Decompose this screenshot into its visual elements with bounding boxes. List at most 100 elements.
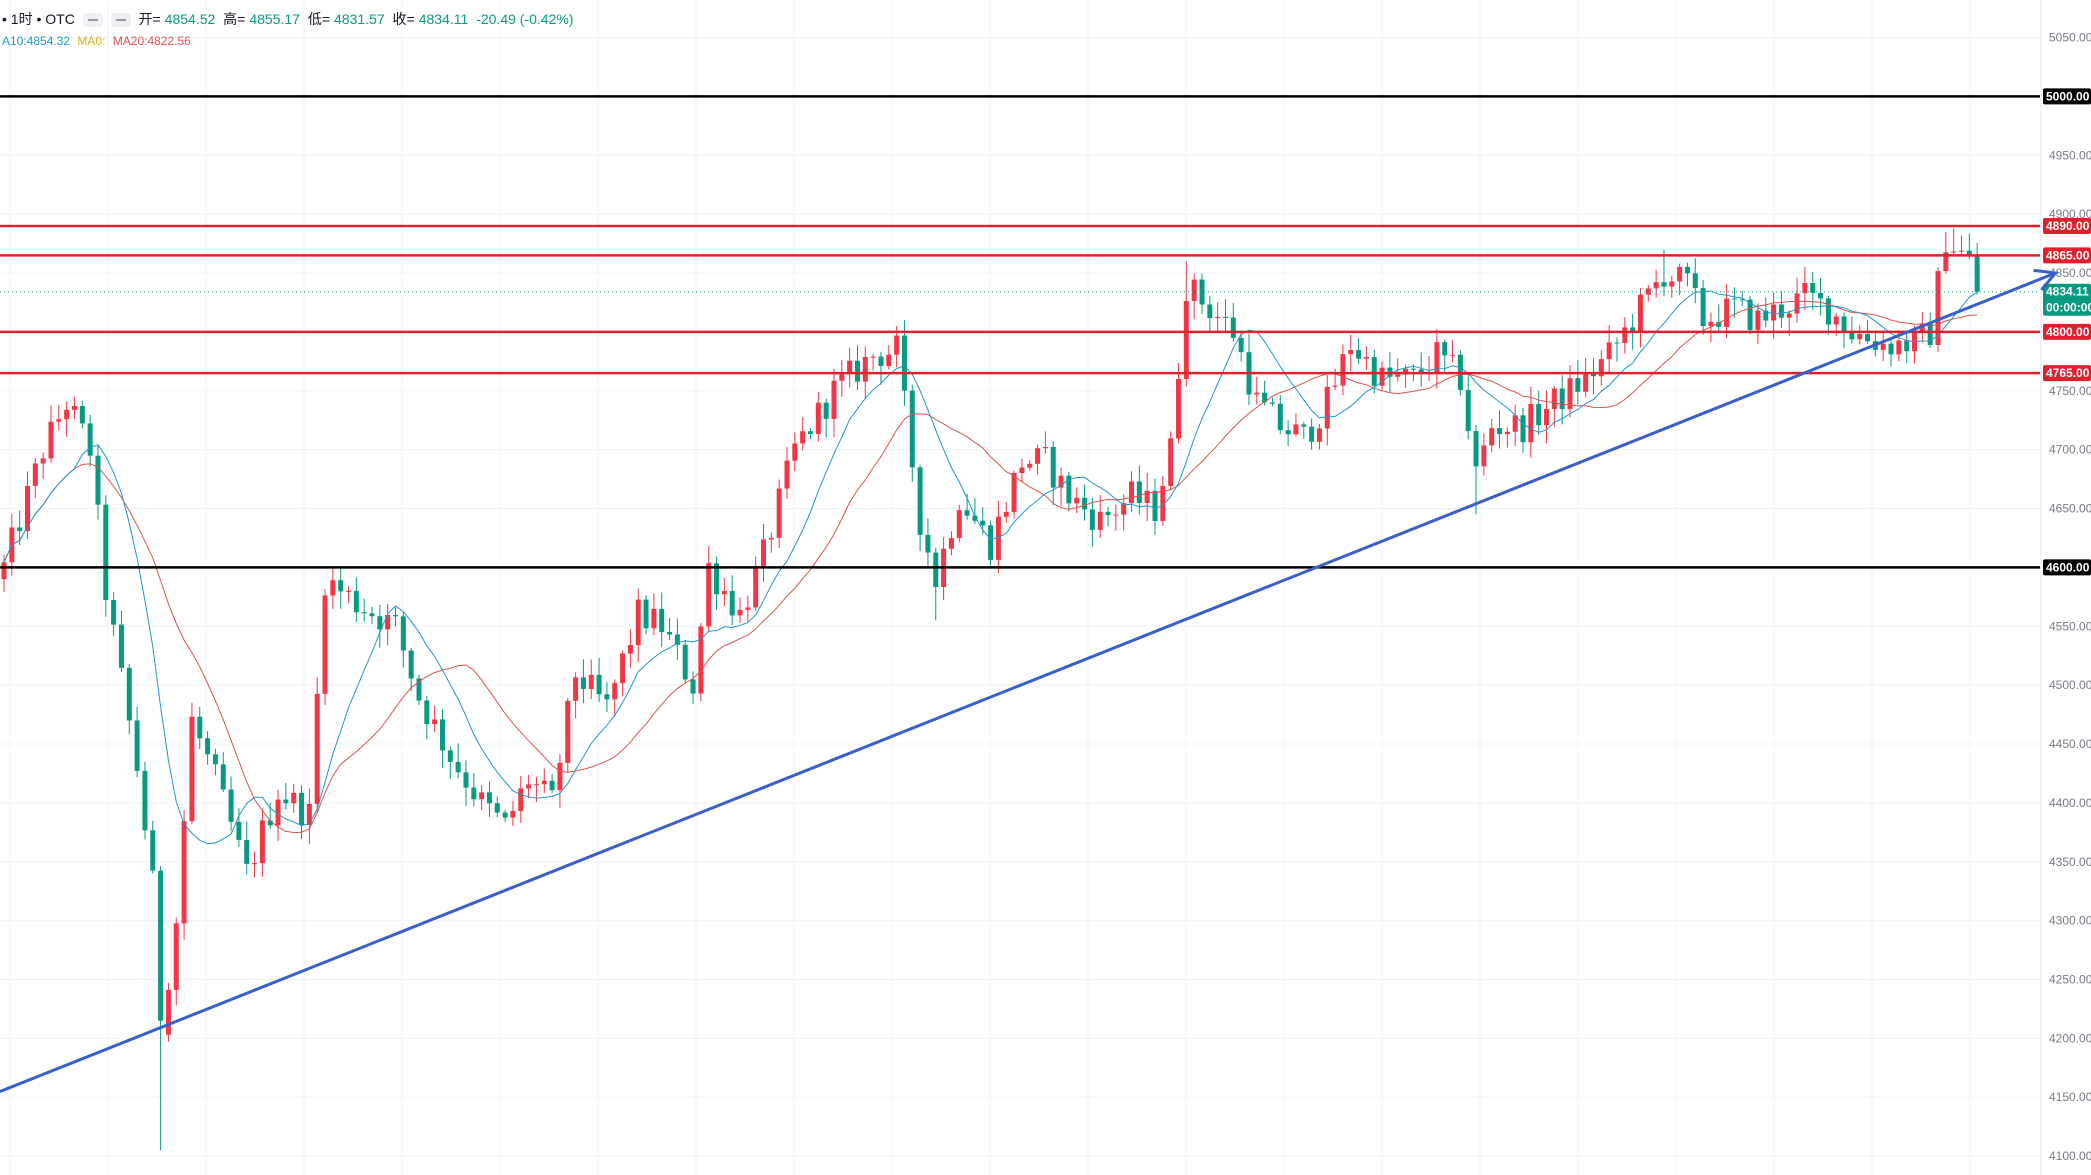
candle-body (439, 719, 445, 751)
y-tick-label: 4950.00 (2049, 148, 2091, 162)
candle-body (220, 764, 226, 790)
candle-body (1316, 428, 1322, 442)
candle-body (1880, 343, 1886, 350)
candle-body (56, 419, 62, 422)
candle-body (330, 580, 336, 596)
candle-body (854, 360, 860, 382)
ma20-value: MA20:4822.56 (112, 34, 191, 48)
price-level-tag (2043, 247, 2091, 264)
candle-body (1050, 447, 1056, 488)
y-tick-label: 4650.00 (2049, 502, 2091, 516)
candle-body (1912, 331, 1918, 352)
candle-body (510, 810, 516, 818)
candle-body (1, 562, 7, 580)
candle-body (1888, 343, 1894, 355)
candle-body (283, 799, 289, 804)
candle-body (1332, 385, 1338, 387)
candle-body (721, 590, 727, 595)
candle-body (181, 821, 187, 924)
y-tick-label: 4900.00 (2049, 207, 2091, 221)
candle-body (1622, 327, 1628, 343)
candle-body (1301, 424, 1307, 427)
y-tick-label: 4450.00 (2049, 737, 2091, 751)
symbol-label: • 1时 • OTC (2, 11, 75, 27)
collapse-legend-icon[interactable] (82, 13, 103, 28)
close-label: 收= (392, 11, 415, 27)
candle-body (393, 614, 398, 617)
candle-body (1027, 463, 1033, 468)
candle-body (158, 870, 164, 1021)
candle-body (1222, 316, 1228, 318)
candle-body (95, 455, 101, 505)
candle-body (1614, 342, 1620, 344)
candle-body (1403, 368, 1409, 375)
y-tick-label: 4150.00 (2049, 1090, 2091, 1104)
ma10-line (3, 290, 1978, 845)
candle-body (776, 488, 782, 538)
candle-body (385, 614, 391, 630)
candle-body (1066, 475, 1072, 504)
candle-body (150, 830, 156, 871)
candle-body (1551, 388, 1557, 410)
y-tick-label: 4200.00 (2049, 1031, 2091, 1045)
candle-body (1630, 327, 1636, 333)
candle-body (1512, 415, 1518, 432)
price-level-tag (2043, 88, 2091, 105)
price-level-tag-label: 4865.00 (2046, 248, 2090, 262)
candle-body (1152, 490, 1158, 521)
candle-body (432, 719, 438, 725)
candle-body (1825, 298, 1831, 325)
candle-body (651, 608, 657, 629)
candle-body (1129, 481, 1135, 504)
candle-body (71, 406, 77, 410)
candle-body (314, 693, 320, 804)
candle-body (1786, 313, 1792, 318)
candle-body (1089, 509, 1095, 530)
candle-body (134, 720, 140, 771)
candle-body (800, 431, 806, 444)
candle-body (948, 538, 954, 549)
ma-legend: A10:4854.32 MA0: MA20:4822.56 (2, 34, 195, 48)
candle-body (1340, 354, 1346, 386)
candle-body (165, 989, 171, 1035)
candle-body (1473, 431, 1479, 467)
candle-body (455, 761, 461, 773)
candle-body (1082, 497, 1088, 510)
y-tick-label: 4750.00 (2049, 384, 2091, 398)
candle-body (1669, 281, 1675, 287)
candle-body (580, 677, 586, 689)
candle-body (32, 463, 38, 486)
candle-body (1520, 415, 1526, 443)
open-label: 开= (138, 11, 161, 27)
candle-body (1356, 350, 1362, 359)
candle-body (1575, 378, 1581, 392)
candle-body (400, 616, 406, 651)
candle-body (306, 803, 312, 825)
candle-body (737, 609, 743, 616)
candle-body (1058, 475, 1064, 488)
candle-body (588, 674, 594, 689)
high-value: 4855.17 (249, 11, 300, 27)
candle-body (1097, 511, 1103, 530)
candle-body (1684, 266, 1690, 274)
candle-body (1215, 316, 1221, 319)
price-level-tag (2043, 559, 2091, 576)
candle-body (1348, 350, 1354, 355)
candle-body (1536, 404, 1542, 426)
y-tick-label: 4300.00 (2049, 914, 2091, 928)
candle-body (909, 390, 915, 468)
settings-legend-icon[interactable] (110, 13, 131, 28)
candle-body (659, 608, 665, 633)
y-tick-label: 4850.00 (2049, 266, 2091, 280)
open-value: 4854.52 (164, 11, 216, 27)
candle-body (964, 510, 970, 516)
candle-body (1254, 392, 1260, 395)
candle-body (1121, 503, 1127, 515)
candle-body (933, 552, 939, 587)
candle-body (1935, 271, 1941, 345)
candle-body (1395, 374, 1401, 377)
price-level-tag-label: 4600.00 (2046, 560, 2090, 574)
candle-body (1277, 403, 1283, 431)
